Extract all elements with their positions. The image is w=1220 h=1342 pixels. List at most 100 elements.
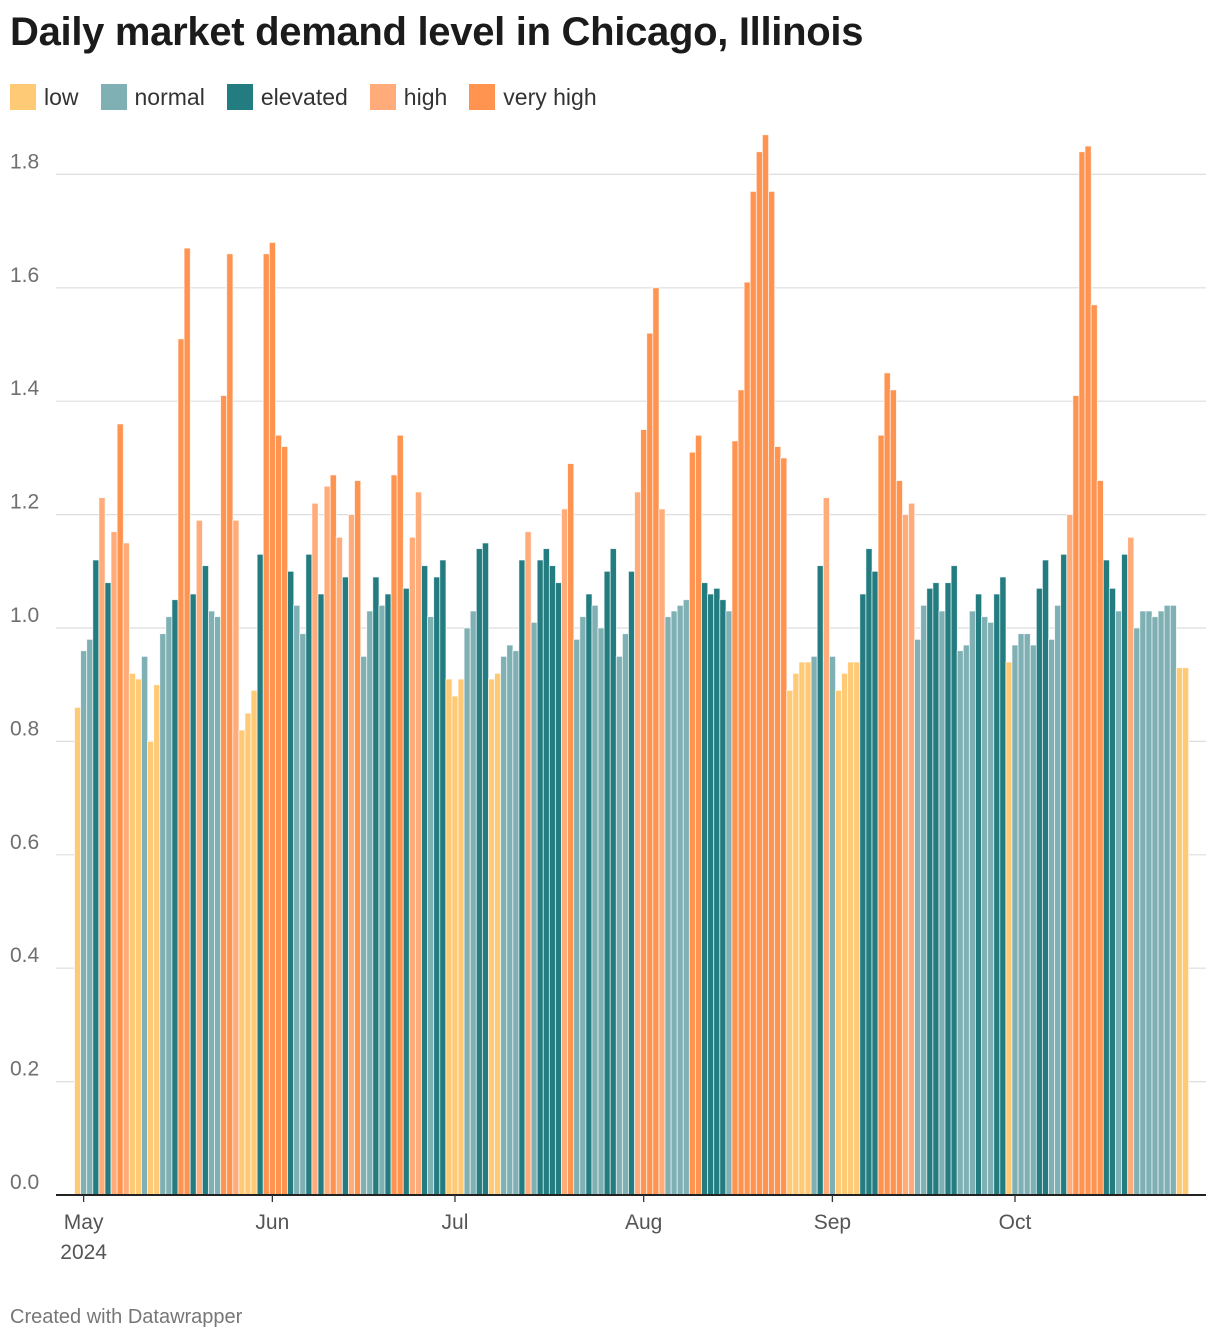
bar	[1090, 304, 1098, 1196]
bar	[914, 638, 922, 1196]
bar	[122, 542, 130, 1196]
bar	[445, 678, 453, 1196]
bar	[810, 655, 818, 1196]
bar	[408, 536, 416, 1196]
bar	[475, 548, 483, 1196]
bar	[287, 570, 295, 1196]
bar	[347, 514, 356, 1196]
bar	[439, 559, 447, 1196]
bar	[609, 548, 617, 1196]
bar	[92, 559, 100, 1196]
bar	[816, 565, 824, 1196]
bar	[74, 706, 82, 1196]
y-axis-ticks: 0.0 0.2 0.4 0.6 0.8 1.0 1.2 1.4 1.6 1.8	[10, 150, 40, 1194]
y-tick-label: 0.4	[10, 944, 40, 967]
bar	[378, 604, 386, 1196]
bar	[481, 542, 490, 1196]
bar	[859, 593, 867, 1196]
bar	[147, 740, 155, 1196]
bar	[329, 474, 337, 1196]
bar	[889, 389, 897, 1196]
x-tick-label: Jun	[255, 1211, 289, 1234]
x-tick-sublabel: 2024	[60, 1241, 107, 1264]
bar	[561, 508, 569, 1196]
bar	[183, 247, 191, 1196]
legend-label-high: high	[403, 83, 448, 110]
bars	[74, 134, 1190, 1196]
bar	[159, 633, 167, 1196]
x-tick-label: May	[64, 1211, 104, 1234]
bar	[469, 610, 477, 1196]
bar	[153, 684, 161, 1196]
bar	[1127, 536, 1135, 1196]
bar	[1035, 587, 1044, 1196]
bar	[372, 576, 380, 1196]
bar	[780, 457, 788, 1196]
bar	[494, 672, 502, 1196]
bar	[615, 655, 623, 1196]
bar	[755, 151, 763, 1196]
bar	[1133, 627, 1141, 1196]
bar	[384, 593, 392, 1196]
bar	[1011, 644, 1019, 1196]
y-tick-label: 0.2	[10, 1058, 39, 1081]
chart-title: Daily market demand level in Chicago, Il…	[10, 10, 864, 54]
x-tick-label: Aug	[625, 1211, 662, 1234]
bar	[786, 689, 794, 1196]
bar	[707, 593, 715, 1196]
bar	[1072, 395, 1080, 1196]
bar	[1078, 151, 1086, 1196]
bar	[670, 610, 678, 1196]
legend-swatch-low	[10, 84, 36, 110]
bar	[646, 332, 654, 1196]
bar	[658, 508, 666, 1196]
footer-credit: Created with Datawrapper	[10, 1306, 243, 1328]
x-axis-ticks: May 2024 Jun Jul Aug Sep Oct	[60, 1195, 1032, 1264]
x-tick-label: Sep	[814, 1211, 851, 1234]
bar	[323, 485, 331, 1196]
bar	[877, 434, 885, 1196]
bar	[1029, 644, 1037, 1196]
legend-item-normal: normal	[100, 83, 205, 111]
bar	[524, 531, 532, 1196]
bar	[366, 610, 374, 1196]
bar	[1114, 610, 1123, 1196]
bar	[883, 372, 891, 1196]
bar	[664, 616, 672, 1196]
bar-chart: 0.0 0.2 0.4 0.6 0.8 1.0 1.2 1.4 1.6 1.8 May 2024 Ju…	[10, 134, 1206, 1264]
bar	[451, 695, 459, 1196]
bar	[548, 565, 557, 1196]
bar	[463, 627, 471, 1196]
legend: low normal elevated high very high	[10, 82, 619, 112]
bar	[518, 559, 526, 1196]
bar	[244, 712, 252, 1196]
bar	[974, 593, 983, 1196]
legend-item-high: high	[369, 83, 448, 111]
bar	[834, 689, 843, 1196]
bar	[536, 559, 544, 1196]
bar	[141, 655, 149, 1196]
bar	[761, 134, 770, 1196]
bar	[396, 434, 404, 1196]
bar	[110, 531, 118, 1196]
bar	[628, 570, 636, 1196]
bar	[189, 593, 197, 1196]
bar	[433, 576, 441, 1196]
bar	[226, 253, 234, 1196]
bar	[232, 519, 240, 1196]
y-tick-label: 1.2	[10, 491, 39, 514]
bar	[895, 480, 903, 1196]
bar	[567, 463, 575, 1196]
bar	[908, 502, 916, 1196]
bar	[1139, 610, 1147, 1196]
bar	[798, 661, 806, 1196]
bar	[299, 633, 307, 1196]
bar	[768, 190, 776, 1196]
bar	[1041, 559, 1050, 1196]
legend-label-normal: normal	[134, 83, 205, 110]
x-tick-label: Oct	[999, 1211, 1032, 1234]
bar	[621, 633, 630, 1196]
bar	[214, 616, 222, 1196]
bar	[207, 610, 216, 1196]
bar	[98, 497, 106, 1196]
